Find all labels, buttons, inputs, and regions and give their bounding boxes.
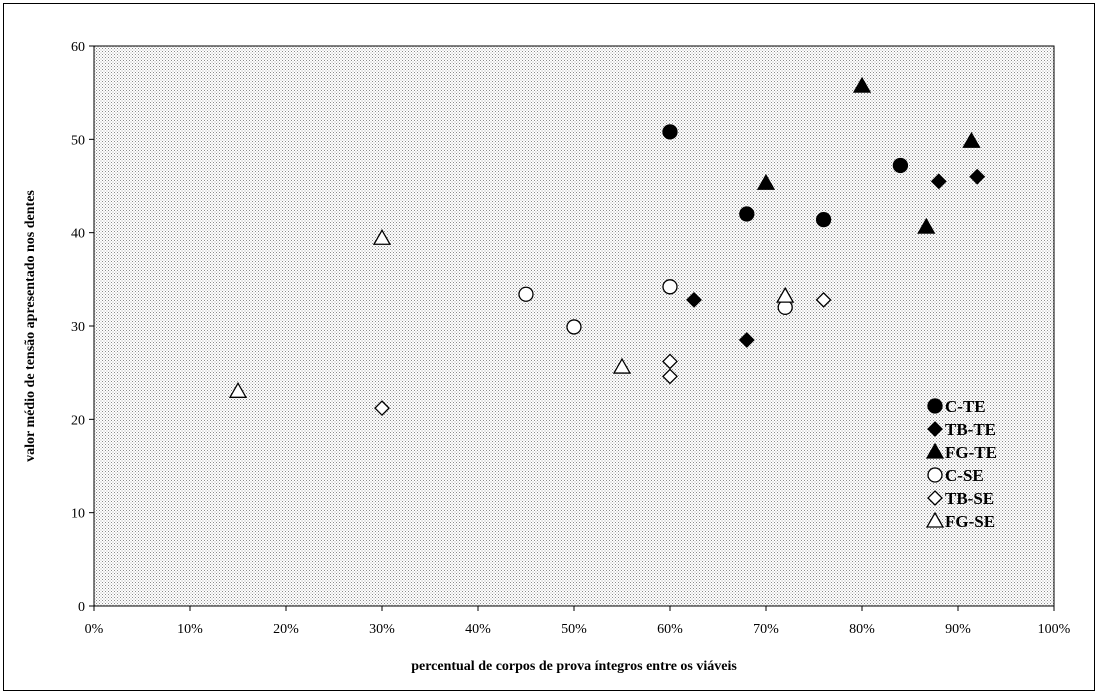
legend-label: C-SE (945, 466, 984, 485)
x-tick-label: 10% (177, 622, 203, 637)
legend-label: FG-SE (945, 512, 995, 531)
x-tick-label: 70% (753, 622, 779, 637)
y-tick-label: 0 (78, 600, 85, 615)
legend-label: TB-SE (945, 489, 994, 508)
data-point (738, 332, 755, 348)
y-tick-label: 50 (71, 133, 85, 148)
legend-marker (927, 467, 943, 483)
series-fg-se (228, 228, 795, 398)
axes: 0 10 20 30 40 50 60 0% 10% 20% 30% 40% 50% 60% 70% 80% 9… (71, 40, 1071, 637)
legend-label: TB-TE (945, 420, 996, 439)
x-tick-label: 60% (657, 622, 683, 637)
data-points (228, 76, 986, 417)
data-point (892, 157, 909, 174)
x-axis-title: percentual de corpos de prova íntegros e… (411, 659, 737, 674)
data-point (228, 382, 248, 398)
data-point (852, 76, 872, 93)
series-c-te (662, 124, 909, 228)
legend-marker (927, 490, 943, 506)
x-tick-label: 80% (849, 622, 875, 637)
legend-item-c-se: C-SE (927, 466, 984, 485)
data-point (372, 228, 392, 245)
data-point (662, 279, 678, 295)
series-tb-se (374, 291, 832, 417)
y-tick-label: 40 (71, 227, 85, 242)
data-point (969, 168, 986, 185)
legend-item-tb-se: TB-SE (927, 489, 994, 508)
data-point (662, 124, 678, 140)
data-point (518, 286, 534, 302)
data-point (815, 211, 832, 228)
legend-item-c-te: C-TE (927, 397, 986, 416)
y-tick-label: 60 (71, 40, 85, 55)
data-point (686, 291, 702, 308)
data-point (815, 291, 832, 308)
legend-marker (927, 398, 943, 414)
series-c-se (518, 279, 793, 335)
data-point (739, 206, 755, 222)
legend-item-tb-te: TB-TE (927, 420, 996, 439)
series-tb-te (686, 168, 986, 348)
y-tick-label: 10 (71, 507, 85, 522)
series-fg-te (756, 76, 981, 234)
legend-marker (927, 421, 943, 437)
legend-item-fg-se: FG-SE (925, 511, 995, 531)
legend: C-TE TB-TE FG-TE C-SE TB-SE FG-SE (925, 397, 997, 531)
data-point (374, 400, 390, 417)
x-tick-label: 90% (945, 622, 971, 637)
data-point (962, 131, 981, 148)
data-point (917, 217, 936, 234)
x-tick-label: 0% (85, 622, 104, 637)
x-tick-label: 20% (273, 622, 299, 637)
y-tick-label: 20 (71, 413, 85, 428)
data-point (930, 173, 947, 190)
legend-label: FG-TE (945, 443, 997, 462)
data-point (756, 173, 776, 190)
x-tick-label: 30% (369, 622, 395, 637)
data-point (662, 368, 678, 385)
legend-marker (925, 442, 945, 459)
y-tick-label: 30 (71, 320, 85, 335)
x-tick-label: 50% (561, 622, 587, 637)
data-point (662, 353, 678, 370)
data-point (612, 357, 632, 374)
y-axis-title: valor médio de tensão apresentado nos de… (23, 190, 38, 462)
data-point (566, 319, 582, 335)
x-tick-label: 40% (465, 622, 491, 637)
legend-label: C-TE (945, 397, 986, 416)
x-tick-label: 100% (1038, 622, 1071, 637)
legend-item-fg-te: FG-TE (925, 442, 997, 462)
legend-marker (925, 511, 945, 528)
data-point (776, 286, 795, 303)
